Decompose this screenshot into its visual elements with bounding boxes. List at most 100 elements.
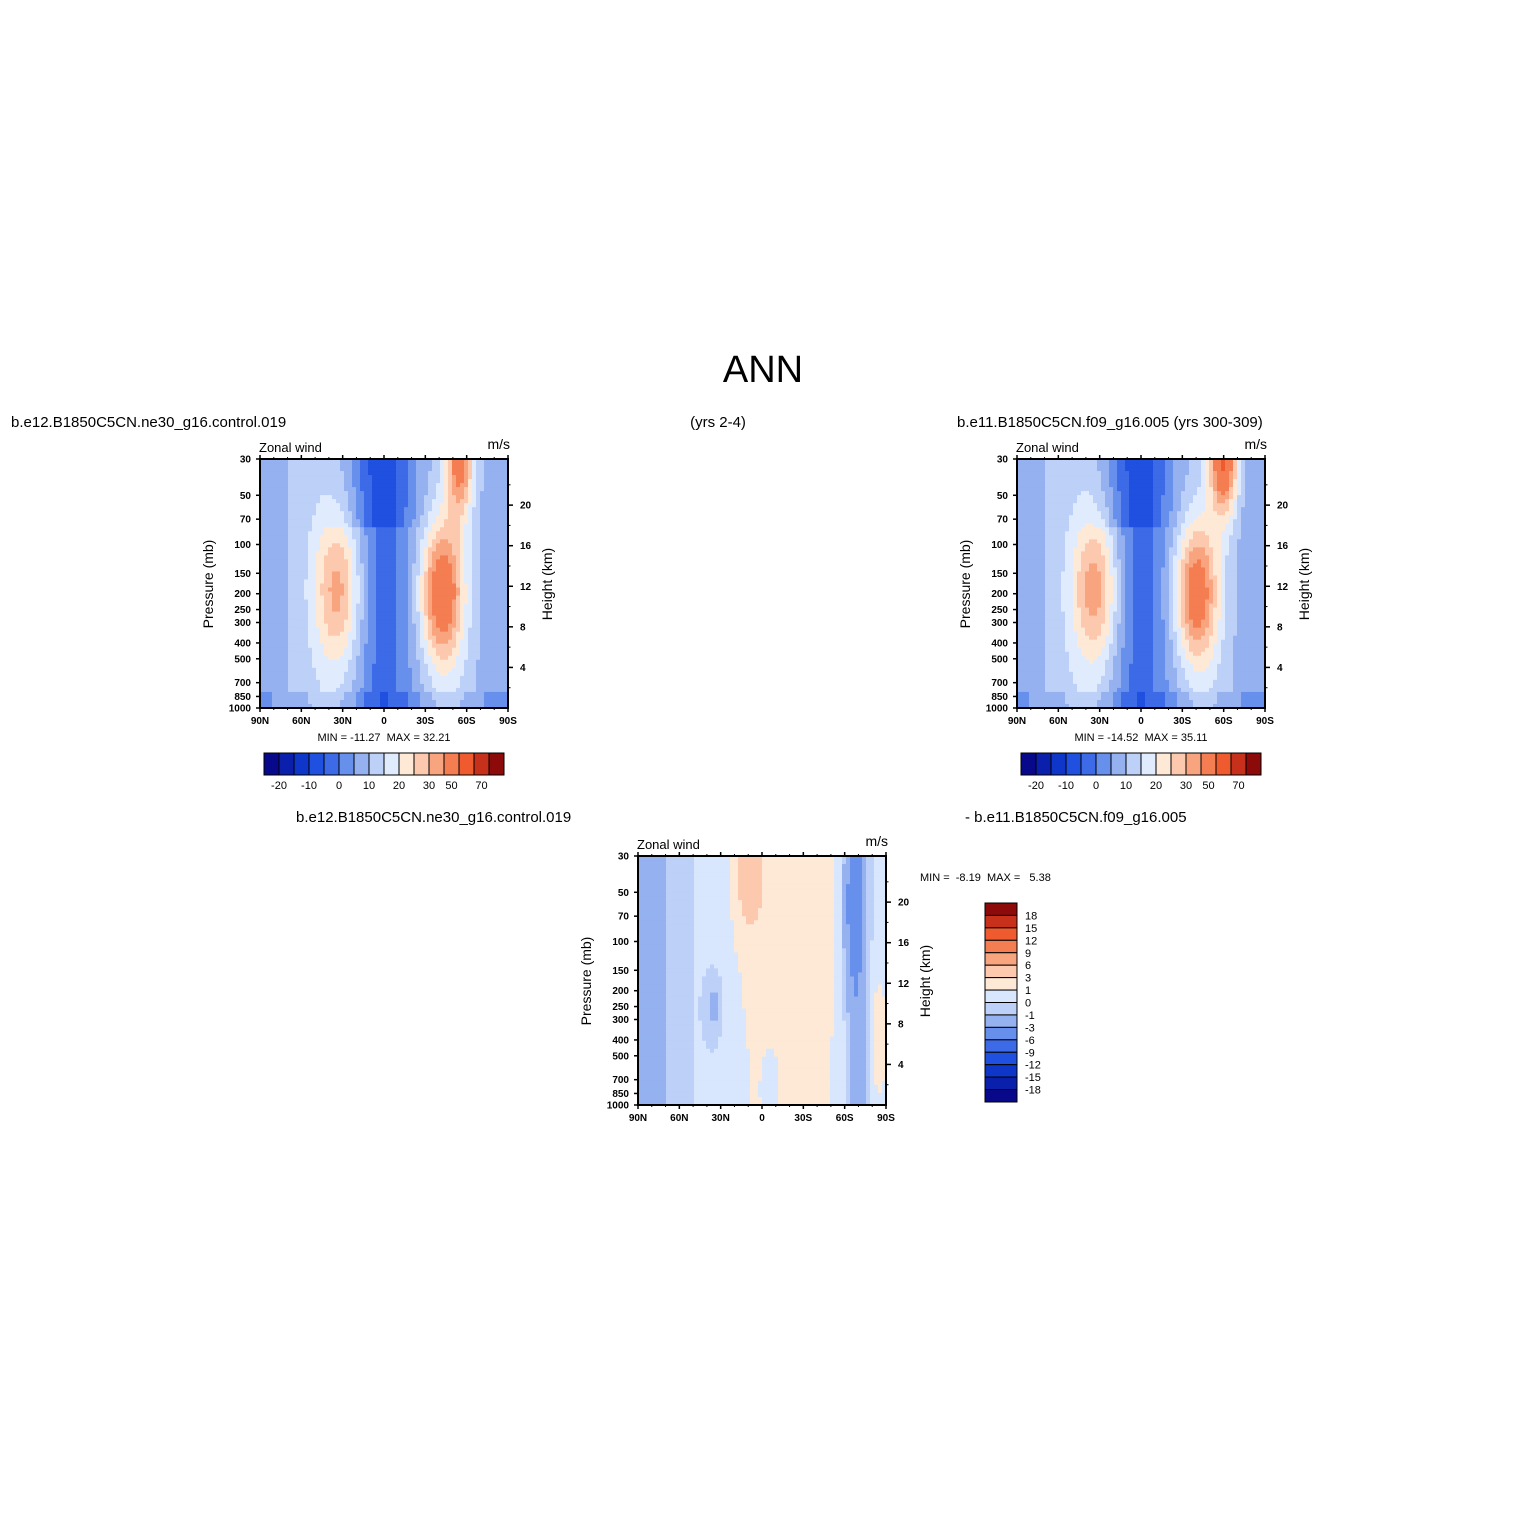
case1-cell [408, 687, 413, 693]
case2-cell [1241, 459, 1246, 464]
case1-cell [312, 595, 317, 601]
case2-cell [1053, 483, 1058, 488]
case1-cell [340, 631, 345, 637]
case1-cell [444, 575, 449, 581]
case1-cell [296, 507, 301, 512]
case2-cell [1217, 511, 1222, 516]
case1-cell [308, 595, 313, 601]
case1-y2tick-label: 8 [520, 622, 526, 633]
case1-cell [348, 679, 353, 685]
case1-cell [352, 551, 357, 556]
case1-cell [320, 487, 325, 492]
case1-cell [296, 531, 301, 536]
case1-cell [380, 459, 385, 464]
case1-cell [380, 467, 385, 472]
case1-cell [280, 511, 285, 516]
case1-cell [340, 599, 345, 605]
case1-cell [428, 547, 433, 552]
case2-cell [1253, 459, 1258, 464]
case1-cell [476, 503, 481, 508]
case2-cell [1209, 463, 1214, 468]
case1-cell [260, 463, 265, 468]
case1-cell [312, 703, 317, 709]
case1-cell [424, 635, 429, 641]
case2-cell [1077, 463, 1082, 468]
case2-cell [1089, 491, 1094, 496]
case1-cell [368, 507, 373, 512]
case1-cell [380, 507, 385, 512]
case1-cell [488, 687, 493, 693]
case1-cell [456, 667, 461, 673]
case2-cell [1045, 463, 1050, 468]
case1-cell [488, 543, 493, 548]
case1-cell [372, 615, 377, 621]
case1-cell [484, 547, 489, 552]
case1-cell [280, 467, 285, 472]
case2-cell [1237, 463, 1242, 468]
case2-cell [1025, 487, 1030, 492]
case1-cell [352, 651, 357, 657]
case2-cell [1033, 503, 1038, 508]
case2-cell [1037, 499, 1042, 504]
case1-cell [368, 459, 373, 464]
case1-cell [364, 491, 369, 496]
case1-cell [460, 467, 465, 472]
case1-cell [272, 519, 277, 524]
case1-cell [296, 467, 301, 472]
case1-cell [500, 503, 505, 508]
case2-cell [1161, 471, 1166, 476]
case1-cell [300, 599, 305, 605]
case1-cell [420, 647, 425, 653]
case1-cell [296, 595, 301, 601]
case1-cell [432, 495, 437, 500]
case1-cell [264, 491, 269, 496]
case1-cell [384, 567, 389, 573]
case1-cell [352, 631, 357, 637]
case1-cell [444, 607, 449, 613]
case2-cell [1025, 511, 1030, 516]
case1-cell [372, 683, 377, 689]
case1-cell [352, 607, 357, 613]
case1-cell [368, 471, 373, 476]
case1-cell [320, 659, 325, 665]
case1-cell [260, 591, 265, 597]
case1-cell [504, 535, 509, 540]
case1-cell [328, 499, 333, 504]
case1-cell [280, 583, 285, 589]
case1-cell [472, 479, 477, 484]
case1-cell [500, 551, 505, 556]
case1-cell [356, 463, 361, 468]
case1-cell [316, 611, 321, 617]
case1-cell [328, 459, 333, 464]
case1-cell [288, 519, 293, 524]
case1-cell [472, 507, 477, 512]
case1-cell [484, 543, 489, 548]
case1-cell [428, 467, 433, 472]
case1-cell [284, 599, 289, 605]
case1-cell [340, 559, 345, 565]
case1-cell [292, 691, 297, 697]
case2-cell [1041, 511, 1046, 516]
case1-cell [384, 535, 389, 540]
case1-cell [384, 503, 389, 508]
case2-cell [1105, 491, 1110, 496]
case1-cell [408, 623, 413, 629]
case1-cell [288, 559, 293, 565]
case2-cell [1169, 503, 1174, 508]
case1-cell [288, 579, 293, 585]
case1-cell [428, 595, 433, 601]
case1-cell [452, 531, 457, 536]
case1-cell [352, 655, 357, 661]
case1-cell [504, 611, 509, 617]
case1-cell [280, 595, 285, 601]
case1-cell [380, 599, 385, 605]
case1-cell [344, 591, 349, 597]
case1-ytick-label: 400 [234, 638, 251, 649]
case1-cell [352, 639, 357, 645]
case1-cell [400, 655, 405, 661]
case1-cell [308, 647, 313, 653]
case1-cell [408, 539, 413, 544]
case1-cell [444, 695, 449, 701]
case1-cell [404, 551, 409, 556]
case1-cell [464, 495, 469, 500]
